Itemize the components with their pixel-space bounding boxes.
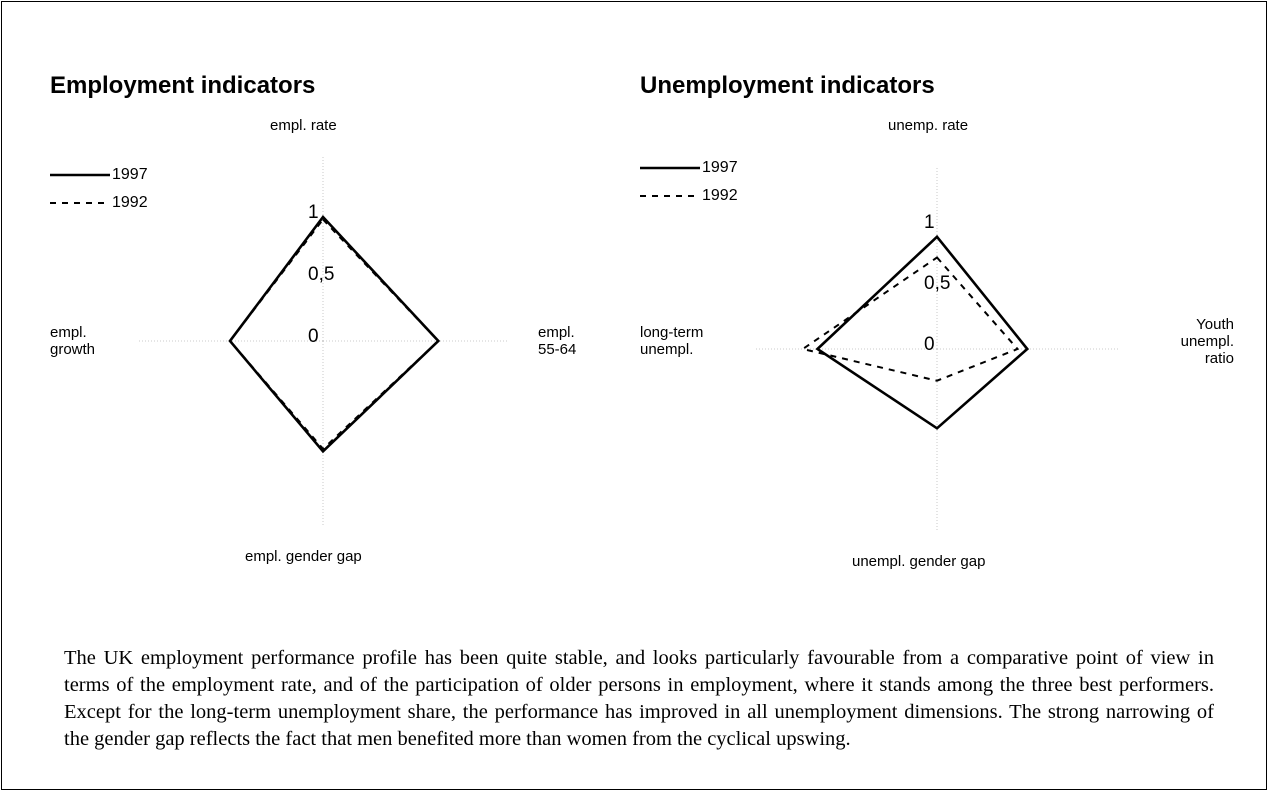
series-polygon [228, 214, 441, 454]
series-polygon [815, 234, 1030, 430]
axis-label: empl. gender gap [245, 548, 362, 565]
series-polygon [228, 217, 440, 451]
chart-title: Employment indicators [50, 72, 316, 99]
legend-label: 1992 [112, 194, 148, 211]
legend-label: 1997 [702, 159, 738, 176]
paragraph: The UK employment performance profile ha… [64, 647, 1214, 750]
r-tick-label: 0,5 [308, 264, 335, 285]
legend-label: 1992 [702, 187, 738, 204]
series-polygon [800, 256, 1020, 382]
r-tick-label: 1 [308, 202, 319, 223]
axis-label: unempl. gender gap [852, 553, 986, 570]
chart-title: Unemployment indicators [640, 72, 935, 99]
axis-label: empl. growth [50, 324, 96, 358]
axis-label: empl. 55-64 [538, 324, 577, 358]
r-tick-label: 0,5 [924, 273, 951, 294]
axis-label: long-term unempl. [640, 324, 704, 358]
legend-label: 1997 [112, 166, 148, 183]
r-tick-label: 0 [924, 334, 935, 355]
axis-label: empl. rate [270, 117, 337, 134]
r-tick-label: 1 [924, 212, 935, 233]
axis-label: Youth unempl. ratio [1180, 316, 1234, 367]
axis-label: unemp. rate [888, 117, 969, 134]
r-tick-label: 0 [308, 326, 319, 347]
